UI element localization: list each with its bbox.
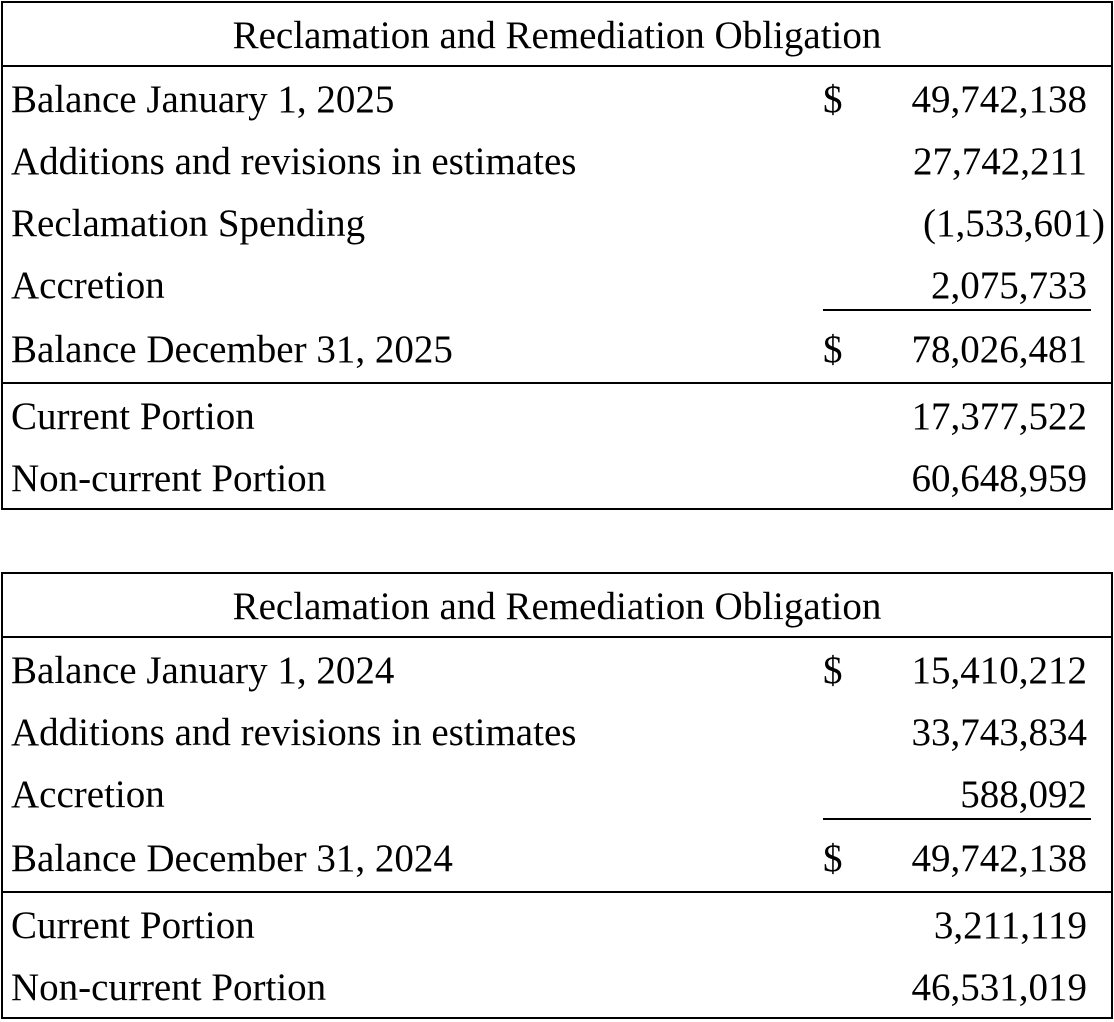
amount: 3,211,119 — [933, 904, 1087, 947]
row-label: Accretion — [11, 264, 165, 307]
currency: $ — [823, 328, 843, 371]
row: Non-current Portion 60,648,959 — [3, 446, 1111, 508]
row: Current Portion 3,211,119 — [3, 893, 1111, 955]
amount: 33,743,834 — [911, 711, 1088, 754]
amount: 27,742,211 — [912, 140, 1087, 183]
row: Balance January 1, 2024 $15,410,212 — [3, 638, 1111, 700]
row-label: Accretion — [11, 773, 165, 816]
table-title: Reclamation and Remediation Obligation — [3, 574, 1111, 638]
row: Accretion 588,092 — [3, 762, 1111, 824]
amount: 49,742,138 — [911, 837, 1088, 880]
row: Non-current Portion 46,531,019 — [3, 955, 1111, 1017]
currency: $ — [823, 837, 843, 880]
row-label: Current Portion — [11, 395, 255, 438]
row: Additions and revisions in estimates 27,7… — [3, 129, 1111, 191]
row-label: Balance December 31, 2025 — [11, 328, 453, 371]
row-label: Additions and revisions in estimates — [11, 711, 577, 754]
row-label: Current Portion — [11, 904, 255, 947]
row-label: Additions and revisions in estimates — [11, 140, 577, 183]
amount: 2,075,733 — [931, 264, 1087, 307]
amount: 15,410,212 — [911, 649, 1088, 692]
subtotal-rule — [823, 309, 1091, 311]
row: Balance January 1, 2025 $49,742,138 — [3, 67, 1111, 129]
row: Balance December 31, 2025 $78,026,481 — [3, 315, 1111, 384]
table: Reclamation and Remediation Obligation B… — [1, 572, 1113, 1019]
amount: 46,531,019 — [911, 966, 1088, 1009]
currency: $ — [823, 649, 843, 692]
amount: 60,648,959 — [911, 457, 1088, 500]
amount: 588,092 — [960, 773, 1087, 816]
table: Reclamation and Remediation Obligation B… — [1, 1, 1113, 510]
row-label: Non-current Portion — [11, 457, 327, 500]
row: Current Portion 17,377,522 — [3, 384, 1111, 446]
amount: 78,026,481 — [911, 328, 1088, 371]
amount: (1,533,601) — [923, 202, 1105, 245]
row-label: Balance January 1, 2024 — [11, 649, 395, 692]
row-label: Non-current Portion — [11, 966, 327, 1009]
table-title: Reclamation and Remediation Obligation — [3, 3, 1111, 67]
amount: 49,742,138 — [911, 78, 1088, 121]
row: Accretion 2,075,733 — [3, 253, 1111, 315]
row-label: Reclamation Spending — [11, 202, 366, 245]
row: Reclamation Spending (1,533,601) — [3, 191, 1111, 253]
subtotal-rule — [823, 818, 1091, 820]
row-label: Balance December 31, 2024 — [11, 837, 453, 880]
amount: 17,377,522 — [911, 395, 1088, 438]
currency: $ — [823, 78, 843, 121]
row: Additions and revisions in estimates 33,7… — [3, 700, 1111, 762]
row: Balance December 31, 2024 $49,742,138 — [3, 824, 1111, 893]
row-label: Balance January 1, 2025 — [11, 78, 395, 121]
